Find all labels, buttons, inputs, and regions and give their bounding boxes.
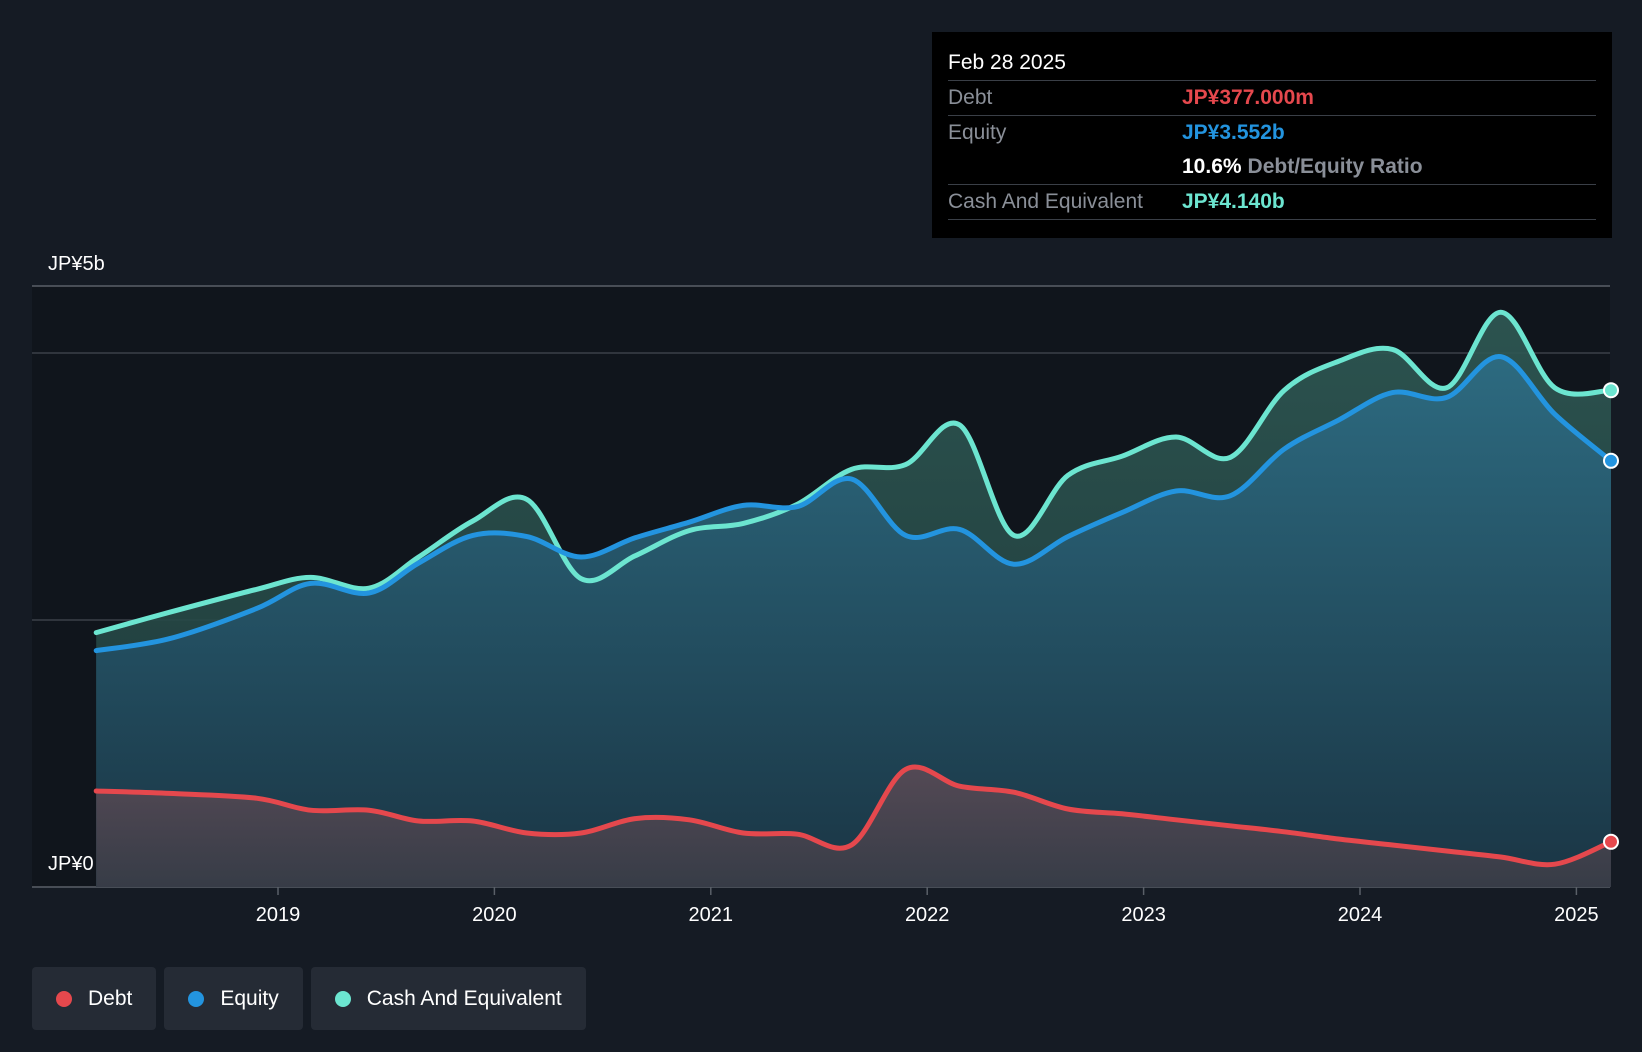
equity-line — [93, 354, 1614, 654]
tooltip-debt-label: Debt — [948, 86, 993, 109]
tooltip-equity-value: JP¥3.552b — [1182, 121, 1285, 144]
tooltip-row-equity: Equity JP¥3.552b — [948, 116, 1596, 150]
legend-label-cash: Cash And Equivalent — [366, 986, 562, 1010]
tooltip-ratio-label: Debt/Equity Ratio — [1247, 155, 1423, 178]
legend-dot-debt — [56, 990, 72, 1007]
x-tick-label: 2024 — [1338, 904, 1383, 926]
x-tick-label: 2023 — [1121, 904, 1166, 926]
tooltip-date: Feb 28 2025 — [948, 46, 1596, 81]
legend-item-debt[interactable]: Debt — [32, 967, 157, 1030]
tooltip-row-ratio: 10.6% Debt/Equity Ratio — [948, 150, 1596, 185]
tooltip-cash-label: Cash And Equivalent — [948, 190, 1143, 213]
legend-item-cash[interactable]: Cash And Equivalent — [310, 967, 586, 1030]
debt-area — [96, 766, 1612, 887]
tooltip: Feb 28 2025 Debt JP¥377.000m Equity JP¥3… — [932, 32, 1612, 238]
legend-dot-cash — [334, 990, 351, 1007]
x-tick-label: 2021 — [689, 904, 734, 926]
tooltip-debt-value: JP¥377.000m — [1182, 86, 1314, 109]
tooltip-row-cash: Cash And Equivalent JP¥4.140b — [948, 185, 1596, 220]
x-tick-label: 2020 — [472, 904, 517, 926]
tooltip-row-debt: Debt JP¥377.000m — [948, 81, 1596, 116]
debt-line — [93, 764, 1614, 868]
cash-line — [93, 309, 1614, 636]
tooltip-ratio-value: 10.6% — [1182, 155, 1242, 178]
y-tick-label-bottom: JP¥0 — [48, 853, 94, 875]
legend-label-debt: Debt — [88, 986, 133, 1010]
tooltip-cash-value: JP¥4.140b — [1182, 190, 1285, 213]
legend-item-equity[interactable]: Equity — [164, 967, 303, 1030]
x-tick-label: 2019 — [256, 904, 301, 926]
y-tick-label-top: JP¥5b — [48, 253, 105, 275]
legend-label-equity: Equity — [220, 986, 279, 1010]
x-tick-label: 2025 — [1554, 904, 1599, 926]
equity-area — [96, 356, 1612, 888]
legend-dot-equity — [188, 990, 205, 1007]
legend: Debt Equity Cash And Equivalent — [32, 967, 586, 1030]
cash-end-point[interactable] — [1603, 382, 1619, 399]
debt-end-point[interactable] — [1603, 833, 1619, 850]
x-tick-label: 2022 — [905, 904, 950, 926]
tooltip-equity-label: Equity — [948, 121, 1007, 144]
equity-end-point[interactable] — [1603, 452, 1619, 469]
